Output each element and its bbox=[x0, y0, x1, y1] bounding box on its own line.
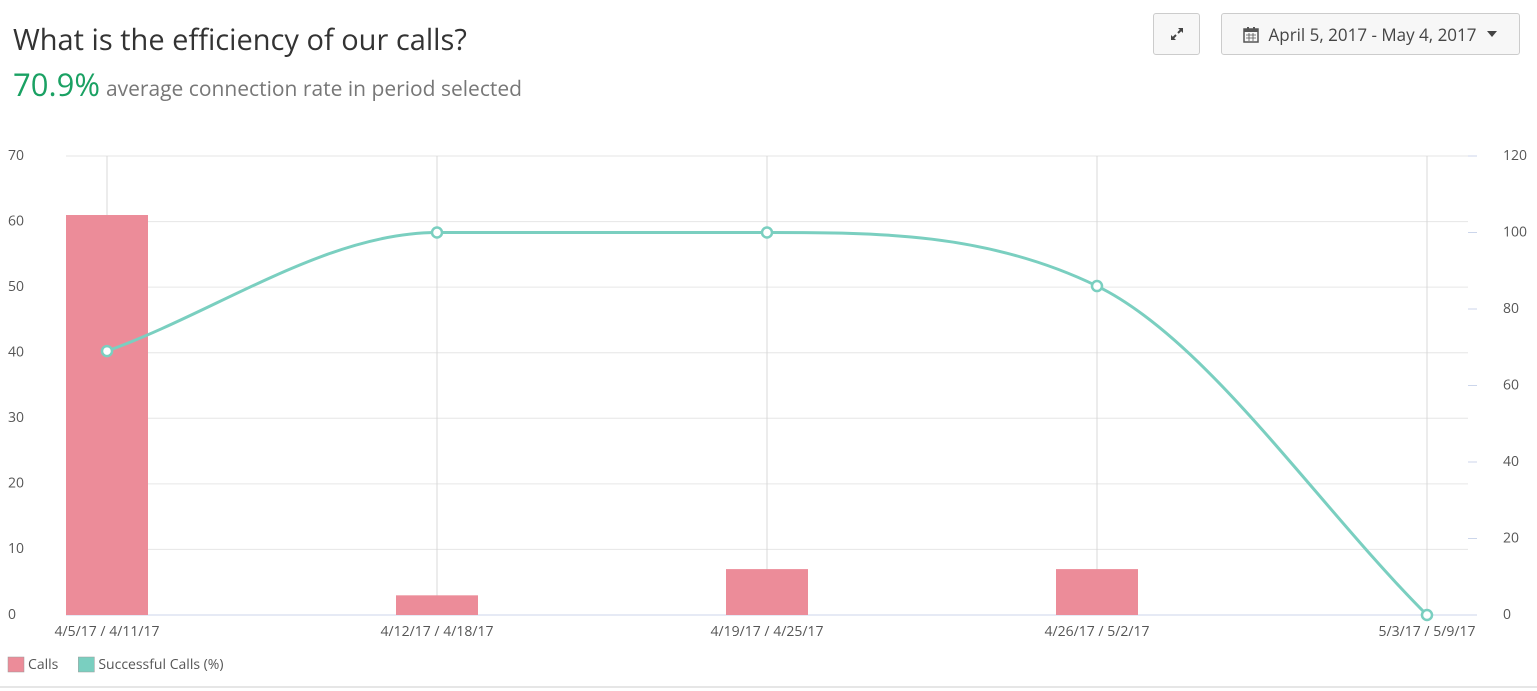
x-tick-label: 4/12/17 / 4/18/17 bbox=[381, 622, 494, 641]
legend-swatch bbox=[78, 656, 95, 673]
y-tick-label: 10 bbox=[8, 539, 24, 558]
bar bbox=[66, 215, 148, 615]
bottom-rule bbox=[0, 686, 1537, 688]
kpi-text: average connection rate in period select… bbox=[105, 75, 523, 103]
x-tick-label: 4/19/17 / 4/25/17 bbox=[711, 622, 824, 641]
legend-label: Calls bbox=[28, 655, 59, 674]
y2-tick-label: 60 bbox=[1503, 375, 1519, 394]
y-tick-label: 50 bbox=[8, 277, 24, 296]
bar bbox=[1056, 569, 1138, 615]
title: What is the efficiency of our calls? bbox=[13, 20, 467, 59]
y-tick-label: 40 bbox=[8, 342, 24, 361]
line-point bbox=[760, 226, 774, 239]
y2-tick-label: 40 bbox=[1503, 452, 1519, 471]
x-tick-label: 4/26/17 / 5/2/17 bbox=[1045, 622, 1150, 641]
line-point bbox=[100, 344, 114, 358]
y-tick-label: 30 bbox=[8, 408, 24, 427]
x-tick-label: 4/5/17 / 4/11/17 bbox=[55, 622, 160, 641]
y-tick-label: 20 bbox=[8, 474, 24, 493]
line-point bbox=[430, 226, 444, 239]
kpi-value: 70.9% bbox=[13, 64, 100, 106]
y2-tick-label: 0 bbox=[1503, 605, 1511, 624]
y2-tick-label: 80 bbox=[1503, 299, 1519, 318]
y-tick-label: 70 bbox=[8, 146, 24, 165]
y2-tick-label: 20 bbox=[1503, 528, 1519, 547]
x-tick-label: 5/3/17 / 5/9/17 bbox=[1379, 622, 1476, 641]
expand-button[interactable] bbox=[1153, 13, 1200, 55]
bar bbox=[726, 569, 808, 615]
kpi: 70.9% average connection rate in period s… bbox=[13, 64, 522, 106]
y2-tick-label: 100 bbox=[1503, 222, 1527, 241]
y2-tick-label: 120 bbox=[1503, 146, 1527, 165]
expand-icon bbox=[1170, 28, 1183, 40]
date-range: April 5, 2017 - May 4, 2017 bbox=[1268, 22, 1477, 46]
caret bbox=[1487, 31, 1498, 37]
line-point bbox=[1420, 608, 1434, 622]
y-tick-label: 60 bbox=[8, 211, 24, 230]
bar bbox=[396, 595, 478, 615]
calendar-icon bbox=[1242, 26, 1259, 43]
date-range-button[interactable]: April 5, 2017 - May 4, 2017 bbox=[1221, 13, 1520, 55]
legend-swatch bbox=[7, 656, 25, 673]
legend-label: Successful Calls (%) bbox=[98, 655, 223, 674]
y-tick-label: 0 bbox=[8, 605, 16, 624]
line-point bbox=[1090, 279, 1104, 293]
